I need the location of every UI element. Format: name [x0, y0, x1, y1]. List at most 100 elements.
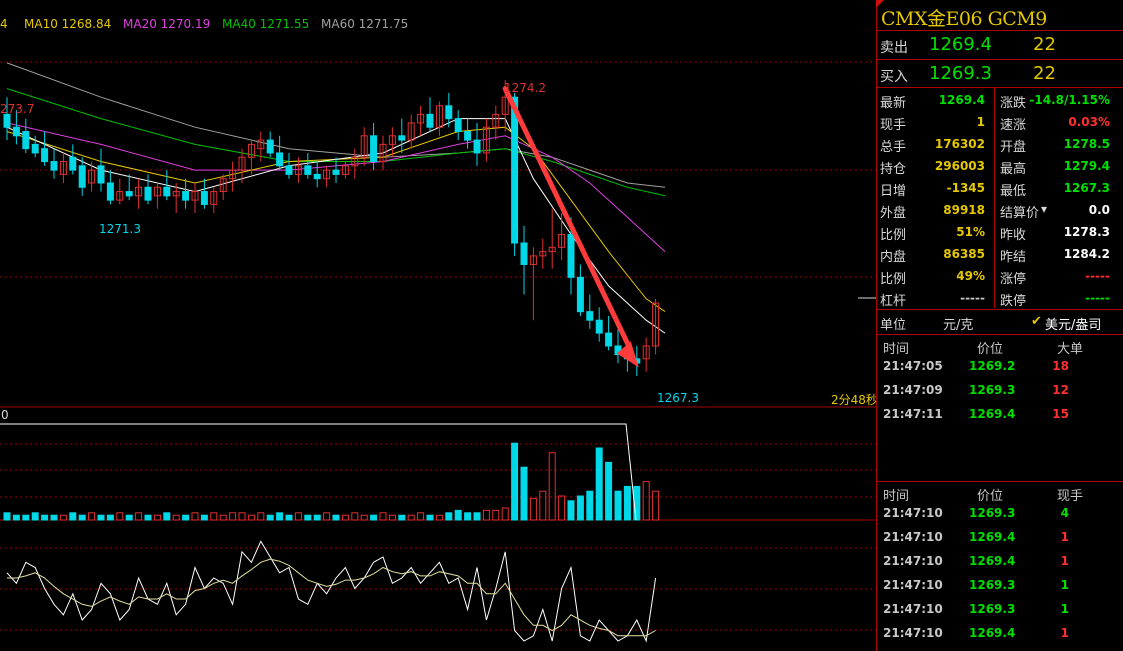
volume-bar — [398, 514, 406, 521]
candle-body — [172, 191, 180, 197]
candle-body — [97, 165, 105, 184]
corner-marker — [876, 0, 884, 8]
table-row[interactable]: 21:47:10 1269.3 4 — [877, 501, 1123, 525]
volume-bar — [341, 514, 349, 521]
candle-body — [229, 169, 237, 180]
oscillator-line — [6, 540, 657, 643]
quote-value: 1278.5 — [1063, 137, 1110, 151]
row-price: 1269.4 — [969, 626, 1016, 640]
quote-value: ----- — [960, 291, 985, 305]
volume-bar — [276, 512, 284, 521]
candle-body — [31, 143, 39, 154]
candle-body — [642, 345, 650, 360]
quote-left-8: 比例 49% — [877, 265, 985, 287]
quote-right-2: 开盘 1278.5 — [997, 133, 1110, 155]
candle-body — [247, 143, 255, 158]
row-price: 1269.4 — [969, 530, 1016, 544]
candle-body — [323, 169, 331, 180]
volume-bar — [351, 512, 359, 521]
quote-value: 0.03% — [1068, 115, 1110, 129]
row-volume: 12 — [1052, 383, 1069, 397]
candle-body — [22, 131, 30, 150]
table-row[interactable]: 21:47:10 1269.4 1 — [877, 621, 1123, 645]
candlestick-chart[interactable] — [0, 0, 876, 651]
quote-value: 89918 — [943, 203, 985, 217]
candle-body — [191, 191, 199, 201]
candle-body — [595, 319, 603, 334]
row-time: 21:47:10 — [883, 554, 943, 568]
candle-body — [182, 191, 190, 201]
volume-bar — [285, 514, 293, 521]
table-row[interactable]: 21:47:11 1269.4 15 — [877, 402, 1123, 426]
table-row[interactable]: 21:47:10 1269.3 1 — [877, 573, 1123, 597]
chart-area[interactable]: 4 MA10 1268.84 MA20 1270.19 MA40 1271.55… — [0, 0, 878, 651]
chevron-down-icon[interactable]: ▾ — [1041, 202, 1048, 216]
quote-right-6: 昨收 1278.3 — [997, 221, 1110, 243]
candle-body — [210, 191, 218, 205]
volume-bar — [106, 514, 114, 521]
sell-row[interactable]: 卖出 1269.4 22 — [877, 31, 1123, 59]
table-header: 价位 — [977, 342, 1004, 357]
ma40-line — [6, 88, 666, 197]
candle-body — [88, 169, 96, 184]
quote-right-1: 速涨 0.03% — [997, 111, 1110, 133]
candle-body — [558, 233, 566, 248]
candle-body — [501, 96, 509, 115]
candle-body — [125, 191, 133, 197]
peak-high-label: 1274.2 — [504, 81, 546, 95]
row-time: 21:47:09 — [883, 383, 943, 397]
volume-bar — [388, 514, 396, 521]
volume-bar — [144, 514, 152, 521]
volume-bar — [266, 514, 274, 521]
volume-bar — [238, 512, 246, 521]
row-price: 1269.4 — [969, 407, 1016, 421]
row-price: 1269.2 — [969, 359, 1016, 373]
quote-value: 1269.4 — [938, 93, 985, 107]
volume-bar — [163, 512, 171, 521]
volume-bar — [464, 512, 472, 521]
quote-label: 开盘 — [1000, 140, 1027, 155]
unit-option[interactable]: 美元/盎司 — [1045, 318, 1102, 333]
volume-bar — [116, 512, 124, 521]
quote-label: 现手 — [880, 118, 907, 133]
table-row[interactable]: 21:47:10 1269.4 1 — [877, 525, 1123, 549]
table-row[interactable]: 21:47:09 1269.3 12 — [877, 378, 1123, 402]
sell-label: 卖出 — [880, 40, 908, 56]
candle-body — [605, 332, 613, 347]
table-header: 时间 — [883, 342, 910, 357]
candle-body — [41, 148, 49, 163]
volume-bar — [360, 514, 368, 521]
volume-bar — [41, 514, 49, 521]
volume-bar — [417, 512, 425, 521]
candle-body — [238, 156, 246, 171]
candle-body — [473, 139, 481, 154]
unit-value[interactable]: 元/克 — [943, 318, 974, 333]
quote-label: 昨收 — [1000, 228, 1027, 243]
row-time: 21:47:10 — [883, 626, 943, 640]
volume-bar — [247, 514, 255, 521]
candle-body — [548, 246, 556, 253]
left-low-label: 1271.3 — [99, 222, 141, 236]
row-volume: 15 — [1052, 407, 1069, 421]
row-price: 1269.3 — [969, 506, 1016, 520]
volume-bar — [539, 490, 547, 521]
buy-row[interactable]: 买入 1269.3 22 — [877, 60, 1123, 88]
quote-left-6: 比例 51% — [877, 221, 985, 243]
quote-right-4: 最低 1267.3 — [997, 177, 1110, 199]
table-row[interactable]: 21:47:05 1269.2 18 — [877, 354, 1123, 378]
candle-body — [266, 139, 274, 154]
table-row[interactable]: 21:47:10 1269.4 1 — [877, 549, 1123, 573]
ma60-legend: MA60 1271.75 — [321, 17, 409, 31]
volume-bar — [482, 509, 490, 521]
quote-value: -1345 — [946, 181, 985, 195]
candle-body — [407, 122, 415, 141]
candle-body — [341, 165, 349, 175]
candle-body — [285, 165, 293, 175]
volume-bar — [31, 512, 39, 521]
table-row[interactable]: 21:47:10 1269.3 1 — [877, 597, 1123, 621]
volume-bar — [492, 509, 500, 521]
candle-body — [59, 161, 67, 175]
volume-bar — [182, 514, 190, 521]
row-time: 21:47:10 — [883, 602, 943, 616]
volume-bar — [501, 507, 509, 521]
